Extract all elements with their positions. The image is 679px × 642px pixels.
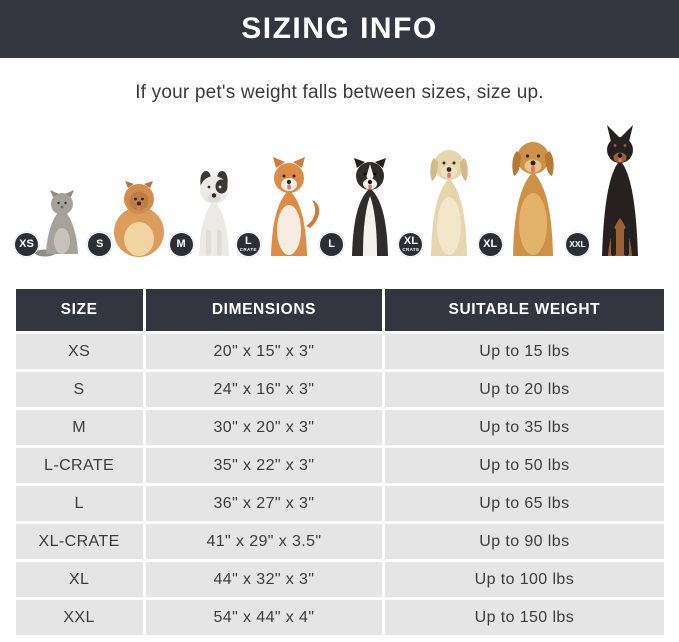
table-row: L 36" x 27" x 3" Up to 65 lbs <box>12 483 667 524</box>
french-bulldog-icon <box>198 171 229 256</box>
cell-size: L <box>12 483 146 524</box>
cell-dimensions: 35" x 22" x 3" <box>142 445 386 486</box>
cell-weight: Up to 50 lbs <box>382 445 667 486</box>
cell-size: M <box>12 407 146 448</box>
cell-weight: Up to 90 lbs <box>382 521 667 562</box>
cell-size: L-CRATE <box>12 445 146 486</box>
size-badge-l-crate: L CRATE <box>235 232 261 257</box>
doberman-icon <box>601 125 638 256</box>
sizing-note: If your pet's weight falls between sizes… <box>135 82 544 103</box>
cell-size: XL <box>12 559 146 600</box>
cell-dimensions: 54" x 44" x 4" <box>142 597 386 638</box>
header-banner: SIZING INFO <box>0 0 679 58</box>
pet-border-collie: L <box>319 156 403 258</box>
size-badge-xl-crate: XL CRATE <box>398 232 424 257</box>
size-badge-xs: XS <box>14 232 39 257</box>
pomeranian-icon <box>114 181 165 257</box>
labrador-icon <box>430 150 469 256</box>
pet-pomeranian: S <box>87 180 173 258</box>
pet-shiba-inu: L CRATE <box>235 156 324 258</box>
size-badge-l: L <box>319 232 345 257</box>
cell-weight: Up to 100 lbs <box>382 559 667 600</box>
table-row: S 24" x 16" x 3" Up to 20 lbs <box>12 369 667 410</box>
table-header-row: SIZE DIMENSIONS SUITABLE WEIGHT <box>12 286 667 334</box>
border-collie-icon <box>352 158 389 256</box>
pet-cat: XS <box>14 190 92 258</box>
cell-weight: Up to 15 lbs <box>382 331 667 372</box>
pet-golden-retriever: XL <box>477 136 570 258</box>
cell-dimensions: 20" x 15" x 3" <box>142 331 386 372</box>
table-row: XL 44" x 32" x 3" Up to 100 lbs <box>12 559 667 600</box>
cell-dimensions: 30" x 20" x 3" <box>142 407 386 448</box>
pet-labrador: XL CRATE <box>398 144 482 258</box>
cell-weight: Up to 65 lbs <box>382 483 667 524</box>
page-title: SIZING INFO <box>241 12 438 45</box>
cell-size: S <box>12 369 146 410</box>
table-row: XL-CRATE 41" x 29" x 3.5" Up to 90 lbs <box>12 521 667 562</box>
column-header-dimensions: DIMENSIONS <box>142 286 386 334</box>
cell-dimensions: 41" x 29" x 3.5" <box>142 521 386 562</box>
pet-doberman: XXL <box>564 124 657 258</box>
cell-size: XS <box>12 331 146 372</box>
shiba-inu-icon <box>270 157 320 256</box>
cell-dimensions: 36" x 27" x 3" <box>142 483 386 524</box>
table-row: L-CRATE 35" x 22" x 3" Up to 50 lbs <box>12 445 667 486</box>
pet-french-bulldog: M <box>168 170 241 258</box>
size-badge-s: S <box>87 232 113 257</box>
table-row: XXL 54" x 44" x 4" Up to 150 lbs <box>12 597 667 638</box>
cell-weight: Up to 150 lbs <box>382 597 667 638</box>
column-header-size: SIZE <box>12 286 146 334</box>
cell-dimensions: 24" x 16" x 3" <box>142 369 386 410</box>
cat-icon <box>35 190 78 257</box>
cell-size: XXL <box>12 597 146 638</box>
table-row: M 30" x 20" x 3" Up to 35 lbs <box>12 407 667 448</box>
column-header-suitable-weight: SUITABLE WEIGHT <box>382 286 667 334</box>
size-badge-xl: XL <box>477 232 503 257</box>
size-badge-xxl: XXL <box>564 232 590 257</box>
cell-dimensions: 44" x 32" x 3" <box>142 559 386 600</box>
cell-weight: Up to 35 lbs <box>382 407 667 448</box>
pet-size-illustrations: XS S <box>0 116 679 258</box>
table-row: XS 20" x 15" x 3" Up to 15 lbs <box>12 331 667 372</box>
size-badge-m: M <box>168 232 194 257</box>
golden-retriever-icon <box>512 142 554 256</box>
cell-size: XL-CRATE <box>12 521 146 562</box>
sizing-table: SIZE DIMENSIONS SUITABLE WEIGHT XS 20" x… <box>12 286 667 638</box>
sizing-table-section: SIZE DIMENSIONS SUITABLE WEIGHT XS 20" x… <box>0 286 679 638</box>
cell-weight: Up to 20 lbs <box>382 369 667 410</box>
